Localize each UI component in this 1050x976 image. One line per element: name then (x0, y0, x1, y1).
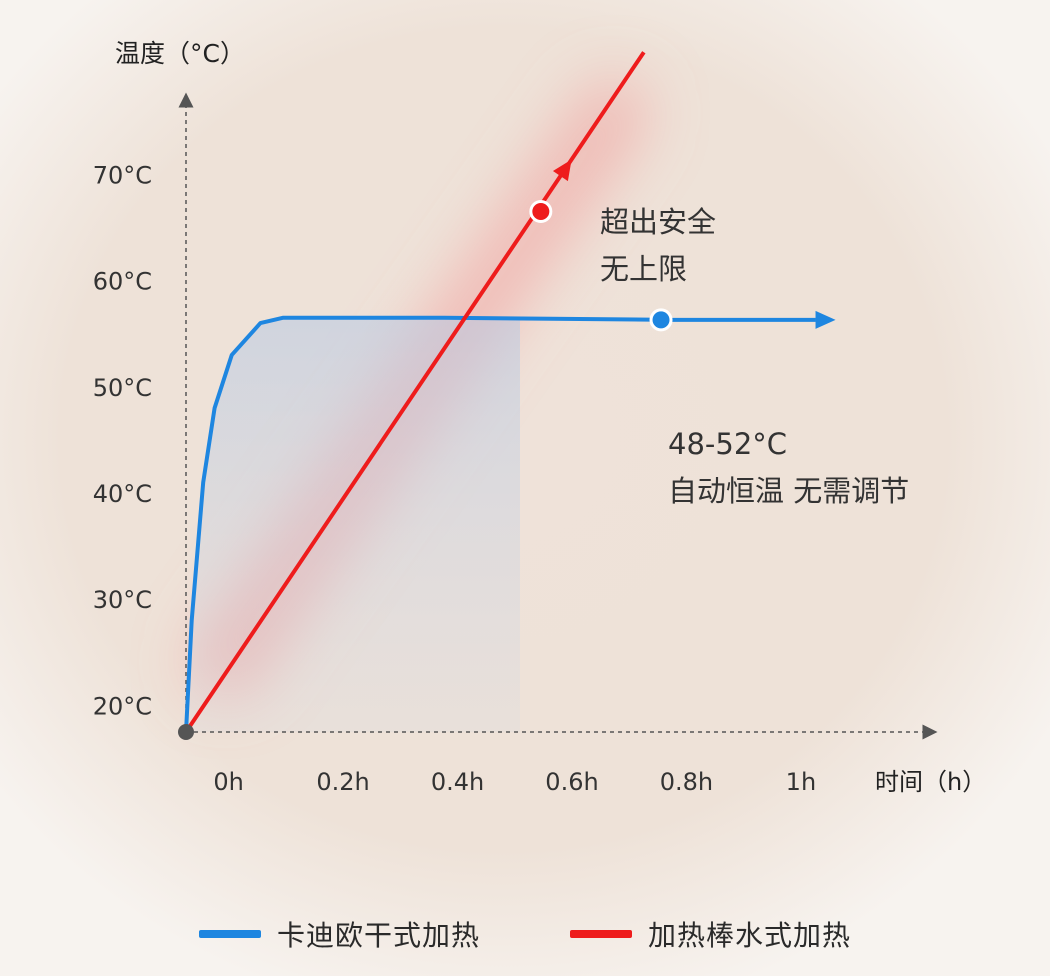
legend-swatch-red (570, 930, 632, 938)
blue-annotation-line: 48-52°C (668, 427, 787, 461)
red-arrowhead (552, 159, 572, 182)
origin-dot (178, 724, 194, 740)
legend-item-water[interactable]: 加热棒水式加热 (570, 914, 851, 954)
legend-label-water: 加热棒水式加热 (648, 919, 852, 952)
axes (178, 92, 938, 740)
x-tick-label: 0.8h (660, 768, 713, 796)
blue-area-fill (186, 317, 520, 732)
legend-label-dry: 卡迪欧干式加热 (276, 919, 480, 952)
x-tick-label: 0h (213, 768, 243, 796)
blue-area (186, 317, 520, 732)
legend-swatch-blue (198, 930, 261, 938)
legend: 卡迪欧干式加热 加热棒水式加热 (0, 912, 1050, 956)
y-tick-label: 40°C (93, 480, 152, 508)
x-tick-label: 0.6h (545, 768, 598, 796)
x-tick-label: 0.2h (316, 768, 369, 796)
y-tick-label: 50°C (93, 374, 152, 402)
blue-marker-point[interactable] (649, 308, 673, 332)
series (178, 51, 836, 740)
y-axis-title: 温度（°C） (115, 39, 245, 68)
x-tick-label: 1h (786, 768, 816, 796)
blue-annotation-line: 自动恒温 无需调节 (668, 474, 909, 508)
red-marker-point[interactable] (529, 200, 553, 224)
red-annotation-line: 无上限 (600, 252, 687, 286)
legend-item-dry[interactable]: 卡迪欧干式加热 (198, 914, 480, 954)
y-tick-label: 60°C (93, 268, 152, 296)
chart-text: 20°C 30°C 40°C 50°C 60°C 70°C 0h 0.2h 0.4h 0.6h 0.… (93, 39, 987, 796)
y-tick-label: 30°C (93, 586, 152, 614)
x-axis-title: 时间（h） (875, 768, 986, 796)
y-tick-label: 20°C (93, 692, 152, 720)
x-tick-label: 0.4h (431, 768, 484, 796)
blue-arrowhead (815, 310, 836, 329)
y-tick-label: 70°C (93, 161, 152, 189)
red-annotation-line: 超出安全 (600, 205, 716, 239)
blue-series-line (184, 315, 816, 733)
